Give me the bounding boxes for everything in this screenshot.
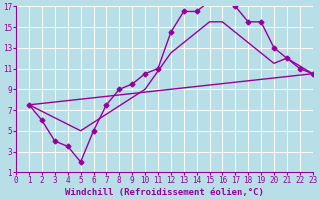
X-axis label: Windchill (Refroidissement éolien,°C): Windchill (Refroidissement éolien,°C) (65, 188, 264, 197)
